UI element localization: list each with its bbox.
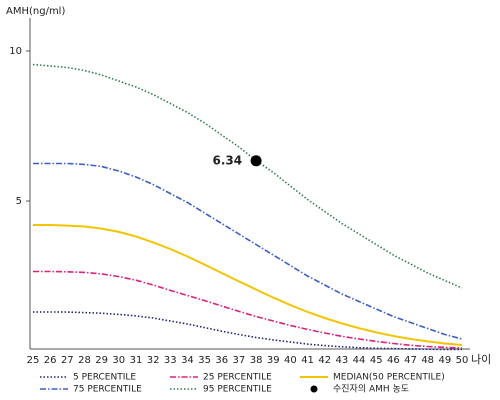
legend-label: 5 PERCENTILE	[73, 373, 136, 383]
legend-swatch	[310, 385, 318, 393]
x-tick-label: 36	[215, 355, 228, 366]
x-tick-label: 25	[27, 355, 40, 366]
series-line	[33, 224, 463, 346]
legend-label: 75 PERCENTILE	[73, 385, 142, 395]
x-tick-label: 28	[78, 355, 91, 366]
x-tick-label: 30	[112, 355, 125, 366]
y-tick-label: 10	[9, 46, 22, 57]
patient-point	[250, 155, 262, 167]
x-tick-label: 46	[387, 355, 400, 366]
point-label: 6.34	[212, 153, 242, 167]
series-line	[32, 63, 463, 289]
x-tick-label: 45	[370, 355, 383, 366]
y-tick-label: 5	[16, 196, 22, 207]
x-tick-label: 44	[353, 355, 366, 366]
x-tick-label: 29	[95, 355, 108, 366]
legend-label: 25 PERCENTILE	[203, 373, 272, 383]
x-tick-label: 34	[181, 355, 194, 366]
legend-label: MEDIAN(50 PERCENTILE)	[333, 373, 445, 383]
legend-label: 수진자의 AMH 농도	[333, 384, 409, 395]
x-tick-label: 48	[421, 355, 434, 366]
x-tick-label: 41	[301, 355, 314, 366]
x-tick-label: 26	[44, 355, 57, 366]
x-tick-label: 49	[438, 355, 451, 366]
x-tick-label: 33	[164, 355, 177, 366]
series-line	[33, 270, 463, 349]
x-tick-label: 37	[233, 355, 246, 366]
x-tick-label: 50	[456, 355, 469, 366]
legend-label: 95 PERCENTILE	[203, 385, 272, 395]
x-tick-label: 27	[61, 355, 74, 366]
x-tick-label: 35	[198, 355, 211, 366]
x-tick-label: 39	[267, 355, 280, 366]
x-tick-label: 32	[147, 355, 160, 366]
series-line	[33, 162, 463, 340]
y-axis-label: AMH(ng/ml)	[6, 6, 65, 17]
x-axis-label: 나이	[471, 353, 491, 366]
x-tick-label: 40	[284, 355, 297, 366]
x-tick-label: 31	[130, 355, 143, 366]
x-tick-label: 43	[336, 355, 349, 366]
x-tick-label: 47	[404, 355, 417, 366]
x-tick-label: 42	[318, 355, 331, 366]
x-tick-label: 38	[250, 355, 263, 366]
